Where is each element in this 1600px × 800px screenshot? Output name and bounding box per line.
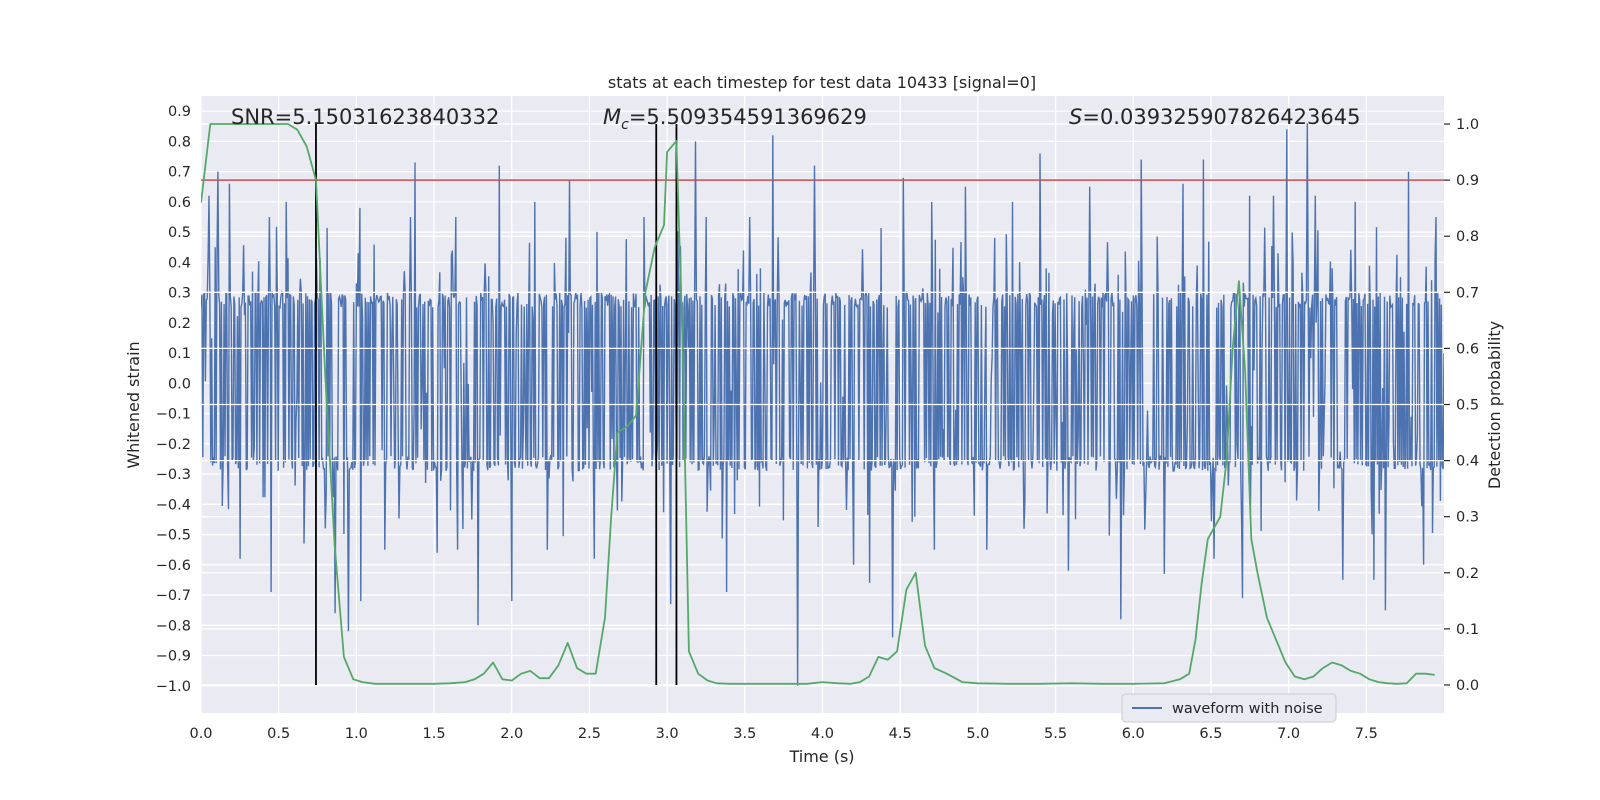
y-axis-label: Whitened strain [124, 341, 143, 468]
x-tick-label: 7.0 [1277, 726, 1300, 742]
y2-tick-label: 0.3 [1456, 510, 1479, 526]
s-statistic-symbol: S [1069, 105, 1082, 129]
y-tick-label: −0.3 [156, 467, 191, 483]
y-tick-label: 0.1 [168, 346, 191, 362]
x-axis-label: Time (s) [788, 747, 854, 766]
y2-tick-label: 1.0 [1456, 117, 1479, 133]
chart-title: stats at each timestep for test data 104… [608, 73, 1036, 92]
y-tick-label: 0.9 [168, 104, 191, 120]
event-marker-lines [315, 124, 678, 685]
y-tick-label: 0.0 [168, 376, 191, 392]
y-tick-label: 0.2 [168, 316, 191, 332]
chirp-mass-annotation: Mc=5.509354591369629 [603, 105, 867, 133]
y-tick-label: −0.8 [156, 618, 191, 634]
y2-tick-label: 0.6 [1456, 341, 1479, 357]
s-statistic-annotation: S=0.039325907826423645 [1069, 105, 1360, 129]
chirp-mass-value: =5.509354591369629 [629, 105, 867, 129]
x-tick-label: 1.5 [423, 726, 446, 742]
y-tick-label: −0.7 [156, 588, 191, 604]
y-tick-label: −0.1 [156, 407, 191, 423]
y-tick-label: −0.6 [156, 558, 191, 574]
y-tick-label: −0.2 [156, 437, 191, 453]
threshold-line [201, 179, 1444, 462]
y2-tick-label: 0.4 [1456, 454, 1479, 470]
waveform-series [201, 123, 1444, 686]
s-statistic-value: =0.039325907826423645 [1082, 105, 1360, 129]
y2-tick-label: 0.5 [1456, 398, 1479, 414]
x-tick-label: 2.5 [578, 726, 601, 742]
y2-tick-label: 0.2 [1456, 566, 1479, 582]
y-tick-label: 0.6 [168, 195, 191, 211]
x-tick-label: 6.5 [1199, 726, 1222, 742]
probability-line [201, 123, 1435, 685]
x-tick-label: 6.0 [1122, 726, 1145, 742]
y-axis-ticks: −1.0 −0.9 −0.8 −0.7 −0.6 −0.5 −0.4 −0.3 −0.2 −0.1… [156, 104, 191, 695]
y-tick-label: −0.9 [156, 649, 191, 665]
x-tick-label: 5.0 [966, 726, 989, 742]
x-axis-ticks: 0.0 0.5 1.0 1.5 2.0 2.5 3.0 3.5 4.0 4.5 5.0 5.5 6.0 6… [189, 726, 1377, 742]
y2-tick-label: 0.0 [1456, 678, 1479, 694]
x-tick-label: 4.0 [811, 726, 834, 742]
x-tick-label: 3.0 [656, 726, 679, 742]
x-tick-label: 4.5 [889, 726, 912, 742]
y-tick-label: 0.4 [168, 255, 191, 271]
y-tick-label: 0.3 [168, 286, 191, 302]
chirp-mass-symbol: M [603, 105, 621, 129]
y2-tick-label: 0.8 [1456, 229, 1479, 245]
waveform-line [201, 123, 1444, 686]
y-tick-label: −0.5 [156, 528, 191, 544]
x-tick-label: 5.5 [1044, 726, 1067, 742]
y-tick-label: 0.8 [168, 134, 191, 150]
y-tick-label: 0.7 [168, 165, 191, 181]
x-tick-label: 2.0 [500, 726, 523, 742]
chirp-mass-subscript: c [621, 117, 629, 133]
x-tick-label: 1.0 [345, 726, 368, 742]
x-tick-label: 0.0 [189, 726, 212, 742]
x-tick-label: 0.5 [267, 726, 290, 742]
y-tick-label: −0.4 [156, 497, 191, 513]
x-tick-label: 7.5 [1355, 726, 1378, 742]
legend-box [1121, 693, 1337, 723]
legend: waveform with noise [1121, 693, 1337, 723]
probability-series [201, 123, 1435, 685]
legend-label-waveform: waveform with noise [1172, 701, 1323, 717]
x-tick-label: 3.5 [733, 726, 756, 742]
y2-tick-label: 0.9 [1456, 173, 1479, 189]
y-tick-label: −1.0 [156, 679, 191, 695]
y2-tick-label: 0.1 [1456, 622, 1479, 638]
y2-tick-label: 0.7 [1456, 285, 1479, 301]
y2-axis-label: Detection probability [1485, 321, 1504, 489]
snr-annotation: SNR=5.15031623840332 [231, 105, 499, 129]
y2-axis-ticks: 0.0 0.1 0.2 0.3 0.4 0.5 0.6 0.7 0.8 0.9 1.0 [1444, 117, 1479, 694]
y-tick-label: 0.5 [168, 225, 191, 241]
